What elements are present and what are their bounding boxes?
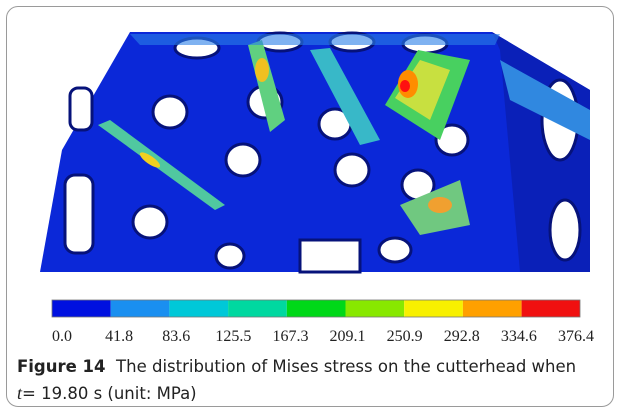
colorbar-label: 41.8 (105, 328, 133, 345)
caption-text: The distribution of Mises stress on the … (116, 357, 576, 376)
colorbar-label: 292.8 (444, 328, 480, 345)
colorbar-label: 0.0 (52, 328, 72, 345)
colorbar-label: 167.3 (272, 328, 308, 345)
figure-image: 0.0 41.8 83.6 125.5 167.3 209.1 250.9 292.8 334.… (0, 0, 624, 350)
colorbar-label: 125.5 (215, 328, 251, 345)
page: 0.0 41.8 83.6 125.5 167.3 209.1 250.9 292.8 334.… (0, 0, 624, 415)
colorbar-label: 209.1 (330, 328, 366, 345)
caption-text: = 19.80 s (unit: MPa) (22, 384, 197, 403)
colorbar-label: 334.6 (501, 328, 537, 345)
figure-label: Figure 14 (17, 357, 106, 376)
colorbar-label: 250.9 (387, 328, 423, 345)
colorbar (52, 300, 580, 317)
caption: Figure 14 The distribution of Mises stre… (17, 354, 617, 407)
colorbar-label: 83.6 (162, 328, 190, 345)
colorbar-label: 376.4 (558, 328, 594, 345)
